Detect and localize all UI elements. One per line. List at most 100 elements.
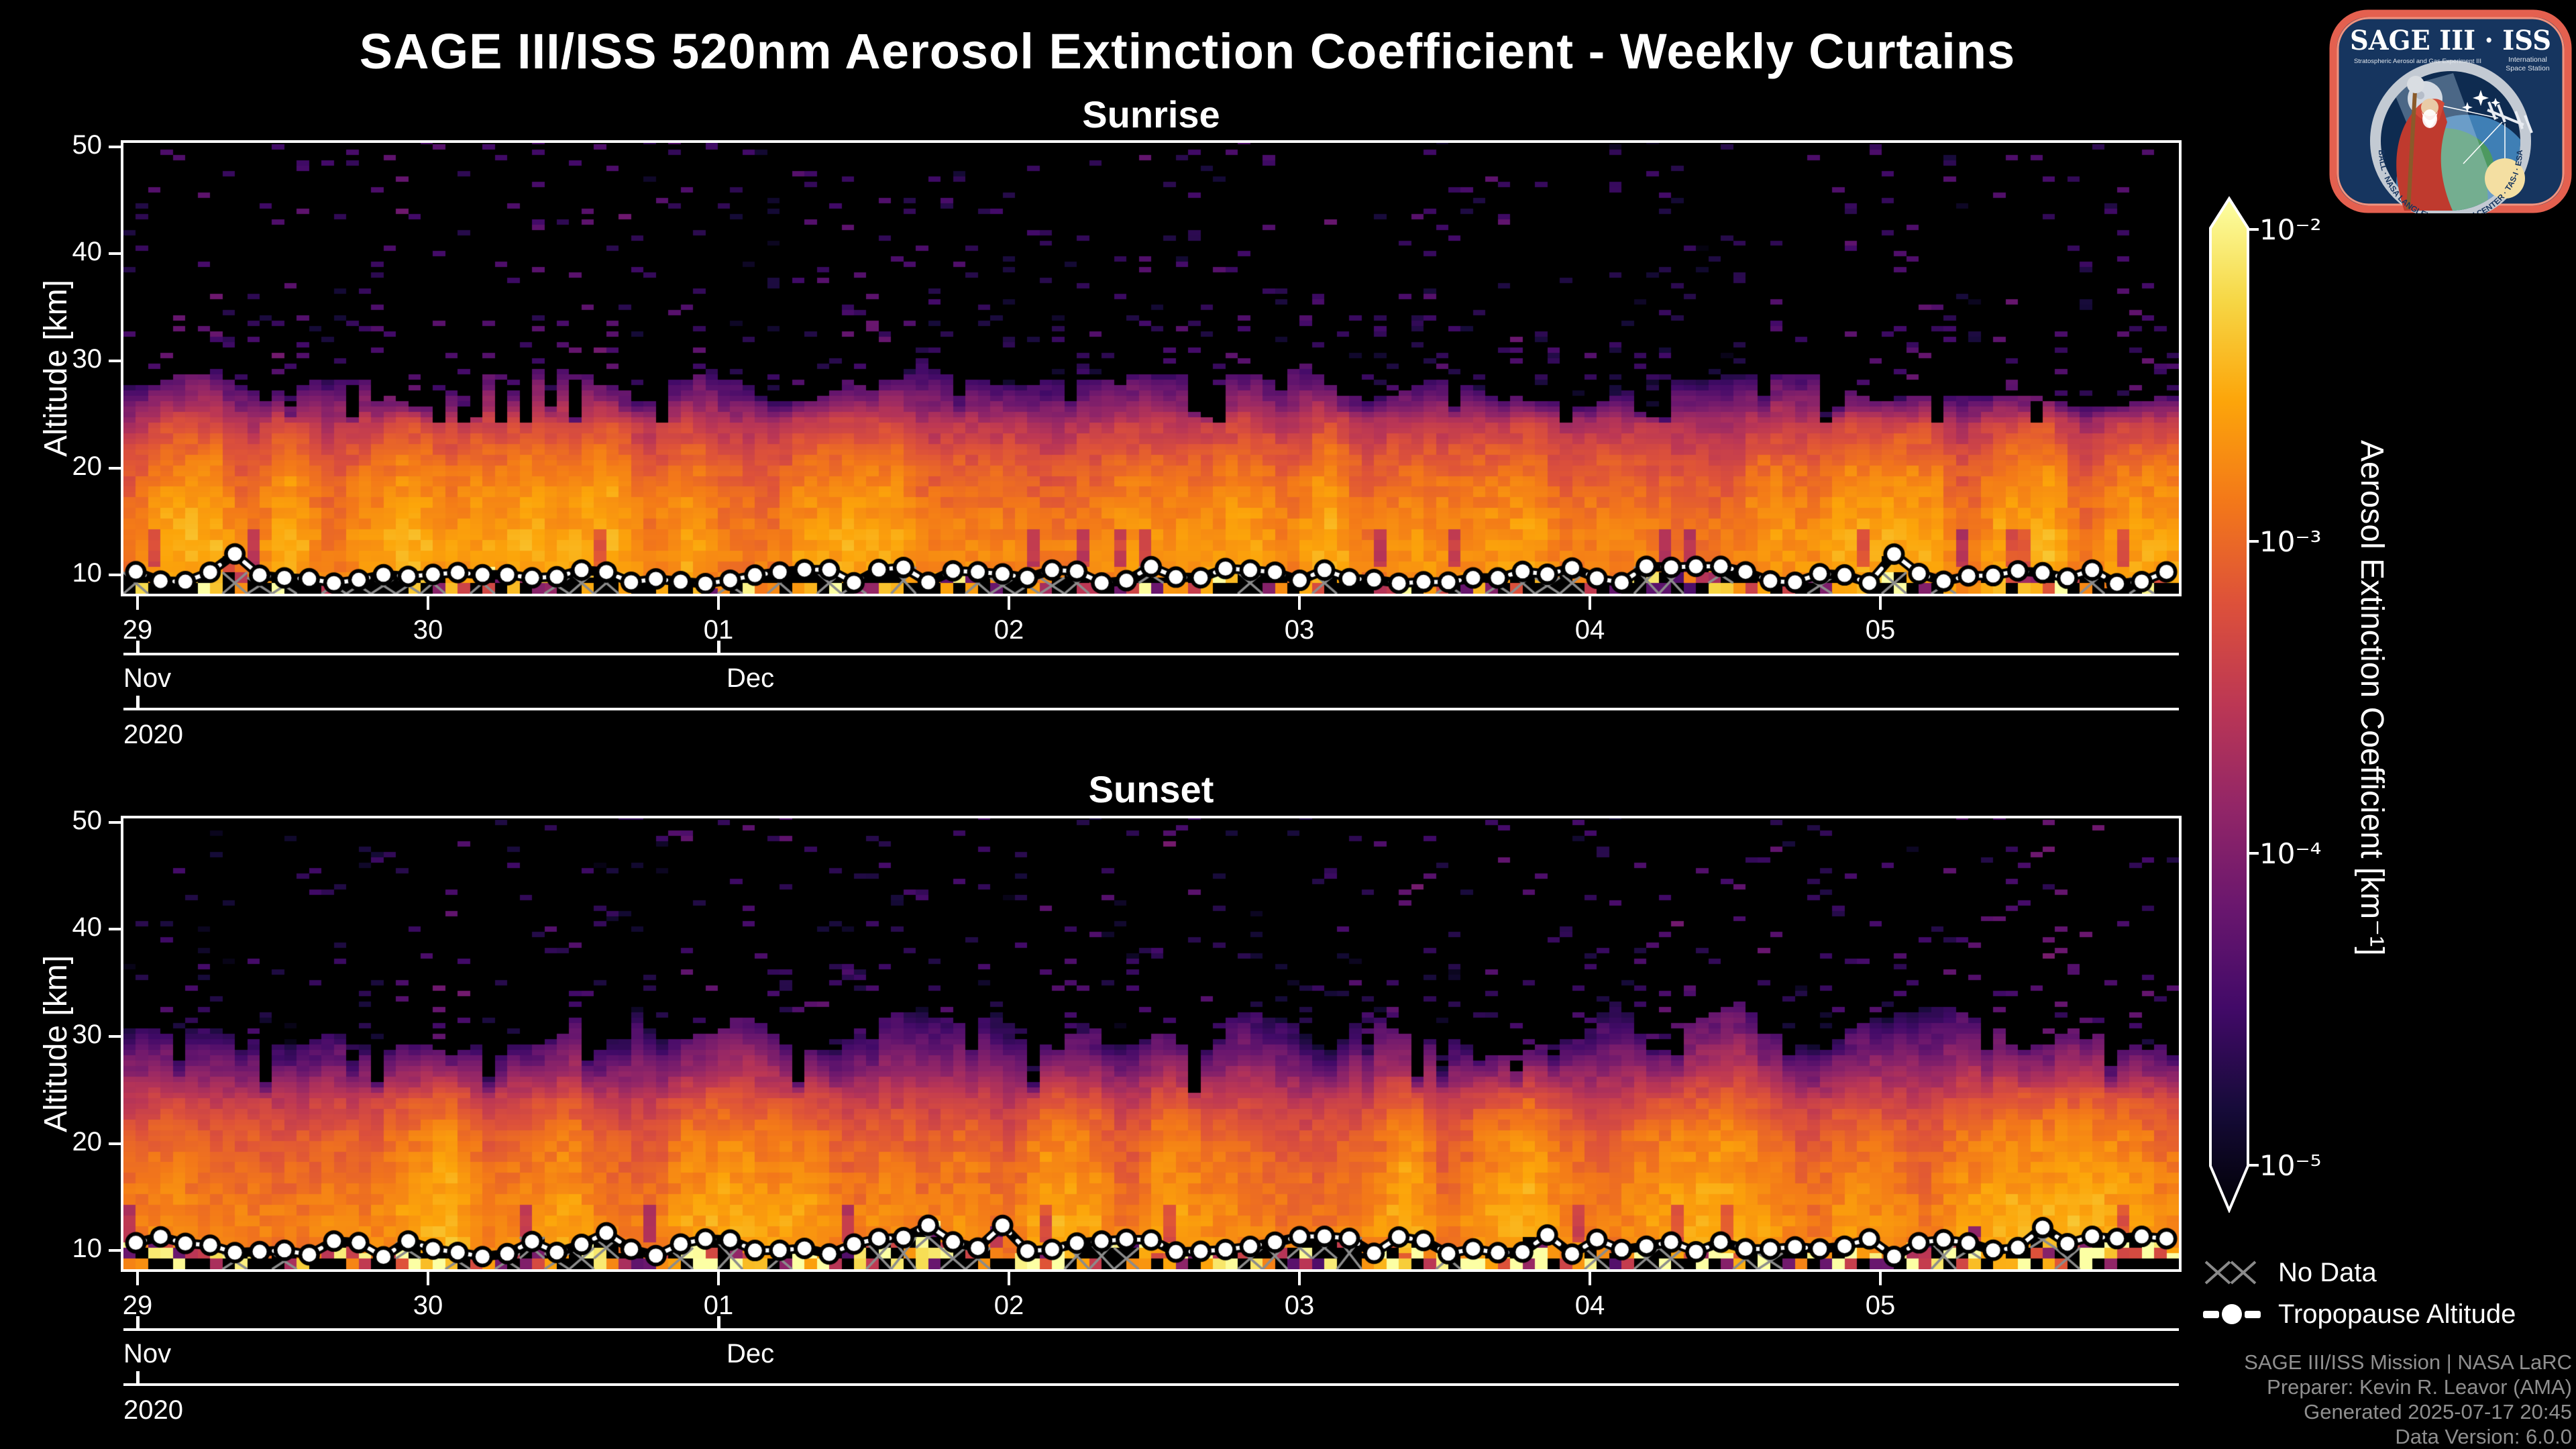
y-tick-mark xyxy=(109,145,123,148)
y-tick-label: 20 xyxy=(72,1126,103,1157)
attribution-preparer: Preparer: Kevin R. Leavor (AMA) xyxy=(2267,1375,2572,1399)
logo-subtitle-right-1: International xyxy=(2508,56,2547,64)
iss-drawing xyxy=(2487,101,2533,133)
logo-title: SAGE III · ISS xyxy=(2350,25,2551,56)
x-day-tick-label: 03 xyxy=(1284,615,1315,645)
y-tick-mark xyxy=(109,466,123,470)
x-day-tick-mark xyxy=(1589,1272,1591,1285)
x-day-tick-mark xyxy=(1008,1272,1010,1285)
year-axis-line xyxy=(123,1383,2179,1386)
sunrise-panel-title: Sunrise xyxy=(1082,93,1220,136)
sage-iii-iss-logo: SAGE III · ISS Stratospheric Aerosol and… xyxy=(2329,9,2572,213)
logo-stars xyxy=(2462,90,2500,113)
month-tick-label: Nov xyxy=(123,1339,172,1368)
colorbar-tick-1e-3: 10⁻³ xyxy=(2259,525,2322,558)
month-tick-label: Nov xyxy=(123,663,172,693)
year-tick-label: 2020 xyxy=(123,720,183,749)
y-tick-mark xyxy=(109,928,123,931)
colorbar-tick-mark xyxy=(2248,228,2259,231)
tropopause-label: Tropopause Altitude xyxy=(2278,1299,2516,1329)
colorbar-title: Aerosol Extinction Coefficient [km⁻¹] xyxy=(2354,439,2390,956)
colorbar-tick-1e-4: 10⁻⁴ xyxy=(2259,837,2322,870)
month-tick-mark xyxy=(136,641,140,653)
no-data-hatch-icon xyxy=(2204,1260,2257,1285)
sunset-panel-title: Sunset xyxy=(1088,768,1214,810)
month-axis-line xyxy=(123,1328,2179,1331)
y-tick-label: 10 xyxy=(72,558,103,588)
x-day-tick-mark xyxy=(1589,596,1591,610)
x-day-tick-label: 03 xyxy=(1284,1291,1315,1320)
x-day-tick-mark xyxy=(1879,596,1882,610)
year-tick-label: 2020 xyxy=(123,1395,183,1425)
y-tick-mark xyxy=(109,1142,123,1145)
y-tick-mark xyxy=(109,820,123,824)
x-day-tick-label: 29 xyxy=(122,1291,153,1320)
month-tick-mark xyxy=(136,1316,140,1328)
month-tick-mark xyxy=(717,641,720,653)
colorbar-tick-1e-5: 10⁻⁵ xyxy=(2259,1149,2322,1182)
figure-title: SAGE III/ISS 520nm Aerosol Extinction Co… xyxy=(359,23,2016,79)
sunrise-plot-frame xyxy=(121,140,2182,596)
sunrise-heatmap-canvas xyxy=(123,143,2179,594)
x-day-tick-label: 05 xyxy=(1865,1291,1896,1320)
x-day-tick-mark xyxy=(136,1272,139,1285)
logo-subtitle-right-2: Space Station xyxy=(2506,64,2550,72)
y-tick-mark xyxy=(109,252,123,256)
attribution-mission: SAGE III/ISS Mission | NASA LaRC xyxy=(2244,1350,2572,1374)
x-day-tick-label: 30 xyxy=(413,615,443,645)
y-tick-label: 40 xyxy=(72,237,103,267)
wizard-figure xyxy=(2396,76,2453,211)
colorbar xyxy=(2209,196,2249,1213)
month-tick-label: Dec xyxy=(727,663,775,693)
y-tick-mark xyxy=(109,359,123,362)
y-tick-label: 30 xyxy=(72,1019,103,1049)
month-tick-mark xyxy=(717,1316,720,1328)
attribution-generated: Generated 2025-07-17 20:45 xyxy=(2304,1400,2572,1424)
y-tick-mark xyxy=(109,574,123,577)
y-tick-label: 40 xyxy=(72,912,103,943)
attribution-data-version: Data Version: 6.0.0 xyxy=(2395,1425,2572,1448)
legend-row-no-data: No Data xyxy=(2203,1256,2377,1289)
x-day-tick-label: 04 xyxy=(1574,1291,1605,1320)
x-day-tick-mark xyxy=(1008,596,1010,610)
logo-subtitle-left: Stratospheric Aerosol and Gas Experiment… xyxy=(2354,58,2481,65)
x-day-tick-label: 02 xyxy=(994,1291,1024,1320)
x-day-tick-mark xyxy=(717,1272,720,1285)
y-tick-label: 50 xyxy=(72,805,103,835)
colorbar-tick-1e-2: 10⁻² xyxy=(2259,213,2322,246)
month-axis-line xyxy=(123,653,2179,655)
y-tick-label: 10 xyxy=(72,1234,103,1264)
x-day-tick-label: 01 xyxy=(703,1291,734,1320)
month-tick-label: Dec xyxy=(727,1339,775,1368)
y-tick-label: 30 xyxy=(72,343,103,374)
y-tick-label: 50 xyxy=(72,129,103,160)
x-day-tick-label: 29 xyxy=(122,615,153,645)
sunset-plot-frame xyxy=(121,816,2182,1272)
y-tick-mark xyxy=(109,1034,123,1038)
y-tick-mark xyxy=(109,1249,123,1252)
x-day-tick-mark xyxy=(717,596,720,610)
x-day-tick-label: 04 xyxy=(1574,615,1605,645)
colorbar-gradient-bar xyxy=(2209,196,2249,1213)
x-day-tick-mark xyxy=(1298,596,1301,610)
legend-row-tropopause: Tropopause Altitude xyxy=(2203,1297,2516,1331)
x-day-tick-label: 30 xyxy=(413,1291,443,1320)
no-data-label: No Data xyxy=(2278,1257,2377,1287)
year-axis-line xyxy=(123,708,2179,710)
colorbar-tick-mark xyxy=(2248,1164,2259,1167)
x-day-tick-mark xyxy=(427,1272,429,1285)
x-day-tick-mark xyxy=(136,596,139,610)
x-day-tick-mark xyxy=(1879,1272,1882,1285)
x-day-tick-mark xyxy=(427,596,429,610)
tropopause-marker-icon xyxy=(2203,1304,2261,1324)
year-tick-mark xyxy=(136,1371,140,1383)
sunset-heatmap-canvas xyxy=(123,818,2179,1269)
x-day-tick-label: 05 xyxy=(1865,615,1896,645)
year-tick-mark xyxy=(136,696,140,708)
x-day-tick-mark xyxy=(1298,1272,1301,1285)
colorbar-tick-mark xyxy=(2248,852,2259,855)
y-tick-label: 20 xyxy=(72,451,103,481)
x-day-tick-label: 01 xyxy=(703,615,734,645)
x-day-tick-label: 02 xyxy=(994,615,1024,645)
